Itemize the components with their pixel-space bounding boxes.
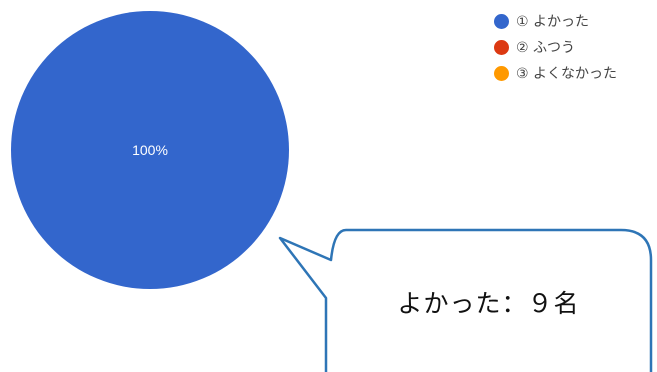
legend-item-bad: ③ よくなかった: [494, 60, 617, 86]
legend-label-good: ① よかった: [516, 11, 589, 31]
legend-swatch-average: [494, 40, 509, 55]
pie-slice-label-0: 100%: [132, 142, 168, 158]
legend-item-good: ① よかった: [494, 8, 617, 34]
legend-label-average: ② ふつう: [516, 37, 575, 57]
legend-swatch-good: [494, 14, 509, 29]
legend-label-bad: ③ よくなかった: [516, 63, 617, 83]
legend-swatch-bad: [494, 66, 509, 81]
legend: ① よかった ② ふつう ③ よくなかった: [494, 8, 617, 86]
legend-item-average: ② ふつう: [494, 34, 617, 60]
callout-text: よかった：９名: [326, 228, 651, 368]
